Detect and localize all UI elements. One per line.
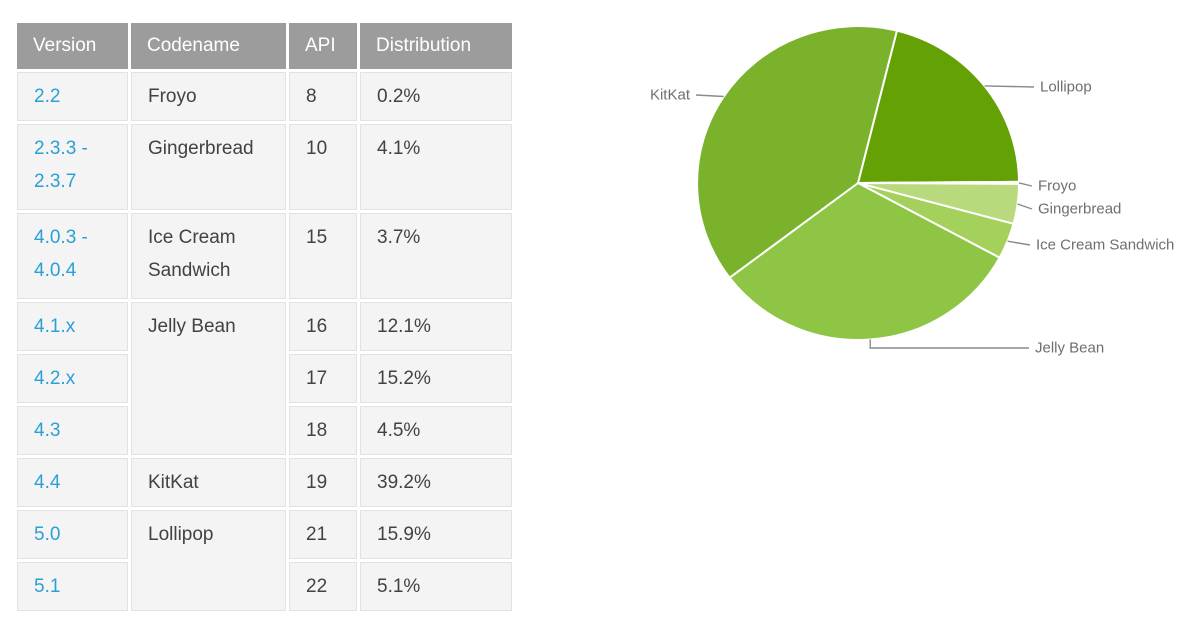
table-row: 4.4 KitKat 19 39.2% — [17, 458, 512, 507]
api-cell: 18 — [289, 406, 357, 455]
table-header-row: Version Codename API Distribution — [17, 23, 512, 69]
api-cell: 10 — [289, 124, 357, 210]
version-link[interactable]: 4.0.3 - 4.0.4 — [34, 227, 88, 281]
version-cell: 5.0 — [17, 510, 128, 559]
version-link[interactable]: 4.3 — [34, 420, 61, 441]
distribution-cell: 12.1% — [360, 302, 512, 351]
codename-cell: Froyo — [131, 72, 286, 121]
codename-cell: Jelly Bean — [131, 302, 286, 455]
version-link[interactable]: 4.4 — [34, 472, 61, 493]
version-cell: 4.2.x — [17, 354, 128, 403]
pie-slice-kitkat — [696, 25, 898, 279]
version-cell: 4.1.x — [17, 302, 128, 351]
codename-cell: Gingerbread — [131, 124, 286, 210]
codename-cell: Ice Cream Sandwich — [131, 213, 286, 299]
version-cell: 4.3 — [17, 406, 128, 455]
col-header-codename: Codename — [131, 23, 286, 69]
api-cell: 8 — [289, 72, 357, 121]
api-cell: 15 — [289, 213, 357, 299]
version-distribution-table: Version Codename API Distribution 2.2 Fro… — [14, 20, 515, 614]
version-link[interactable]: 4.2.x — [34, 368, 76, 389]
table-row: 4.3 18 4.5% — [17, 406, 512, 455]
distribution-cell: 0.2% — [360, 72, 512, 121]
version-cell: 5.1 — [17, 562, 128, 611]
distribution-cell: 39.2% — [360, 458, 512, 507]
version-link[interactable]: 5.0 — [34, 524, 61, 545]
pie-leader-kitkat — [695, 94, 724, 98]
col-header-api: API — [289, 23, 357, 69]
version-cell: 2.3.3 - 2.3.7 — [17, 124, 128, 210]
pie-leader-lollipop — [984, 85, 1035, 88]
codename-cell: KitKat — [131, 458, 286, 507]
table-row: 5.1 22 5.1% — [17, 562, 512, 611]
api-cell: 17 — [289, 354, 357, 403]
col-header-distribution: Distribution — [360, 23, 512, 69]
distribution-cell: 15.9% — [360, 510, 512, 559]
distribution-cell: 4.1% — [360, 124, 512, 210]
api-cell: 22 — [289, 562, 357, 611]
pie-leader-jelly-bean — [869, 339, 1029, 349]
table-row: 4.0.3 - 4.0.4 Ice Cream Sandwich 15 3.7% — [17, 213, 512, 299]
version-cell: 4.4 — [17, 458, 128, 507]
distribution-cell: 15.2% — [360, 354, 512, 403]
table-row: 2.3.3 - 2.3.7 Gingerbread 10 4.1% — [17, 124, 512, 210]
api-cell: 21 — [289, 510, 357, 559]
distribution-cell: 4.5% — [360, 406, 512, 455]
version-link[interactable]: 2.3.3 - 2.3.7 — [34, 138, 88, 192]
version-link[interactable]: 2.2 — [34, 86, 61, 107]
table-row: 4.1.x Jelly Bean 16 12.1% — [17, 302, 512, 455]
version-link[interactable]: 4.1.x — [34, 316, 76, 337]
version-link[interactable]: 5.1 — [34, 576, 61, 597]
distribution-cell: 5.1% — [360, 562, 512, 611]
distribution-cell: 3.7% — [360, 213, 512, 299]
table-row: 4.2.x 17 15.2% — [17, 354, 512, 403]
pie-leader-froyo — [1018, 182, 1033, 187]
pie-leader-ice-cream-sandwich — [1007, 240, 1031, 246]
pie-leader-gingerbread — [1017, 203, 1033, 210]
version-cell: 4.0.3 - 4.0.4 — [17, 213, 128, 299]
table-row: 5.0 Lollipop 21 15.9% — [17, 510, 512, 611]
pie-slice-lollipop — [857, 29, 1020, 184]
api-cell: 16 — [289, 302, 357, 351]
pie-slice-jelly-bean — [728, 182, 1001, 341]
version-cell: 2.2 — [17, 72, 128, 121]
codename-cell: Lollipop — [131, 510, 286, 611]
api-cell: 19 — [289, 458, 357, 507]
table-row: 2.2 Froyo 8 0.2% — [17, 72, 512, 121]
col-header-version: Version — [17, 23, 128, 69]
